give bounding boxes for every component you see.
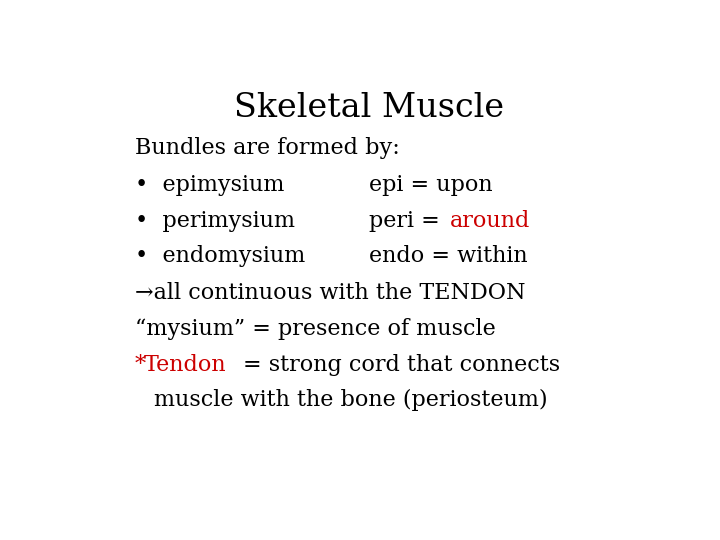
Text: around: around bbox=[450, 210, 531, 232]
Text: = strong cord that connects: = strong cord that connects bbox=[243, 354, 561, 376]
Text: peri =: peri = bbox=[369, 210, 447, 232]
Text: →all continuous with the TENDON: →all continuous with the TENDON bbox=[135, 282, 525, 305]
Text: •  epimysium: • epimysium bbox=[135, 174, 284, 197]
Text: epi = upon: epi = upon bbox=[369, 174, 492, 197]
Text: muscle with the bone (periosteum): muscle with the bone (periosteum) bbox=[154, 388, 548, 410]
Text: •  perimysium: • perimysium bbox=[135, 210, 294, 232]
Text: Skeletal Muscle: Skeletal Muscle bbox=[234, 92, 504, 124]
Text: •  endomysium: • endomysium bbox=[135, 245, 305, 267]
Text: Bundles are formed by:: Bundles are formed by: bbox=[135, 137, 400, 159]
Text: *: * bbox=[135, 354, 145, 376]
Text: “mysium” = presence of muscle: “mysium” = presence of muscle bbox=[135, 318, 495, 340]
Text: Tendon: Tendon bbox=[144, 354, 227, 376]
Text: endo = within: endo = within bbox=[369, 245, 528, 267]
